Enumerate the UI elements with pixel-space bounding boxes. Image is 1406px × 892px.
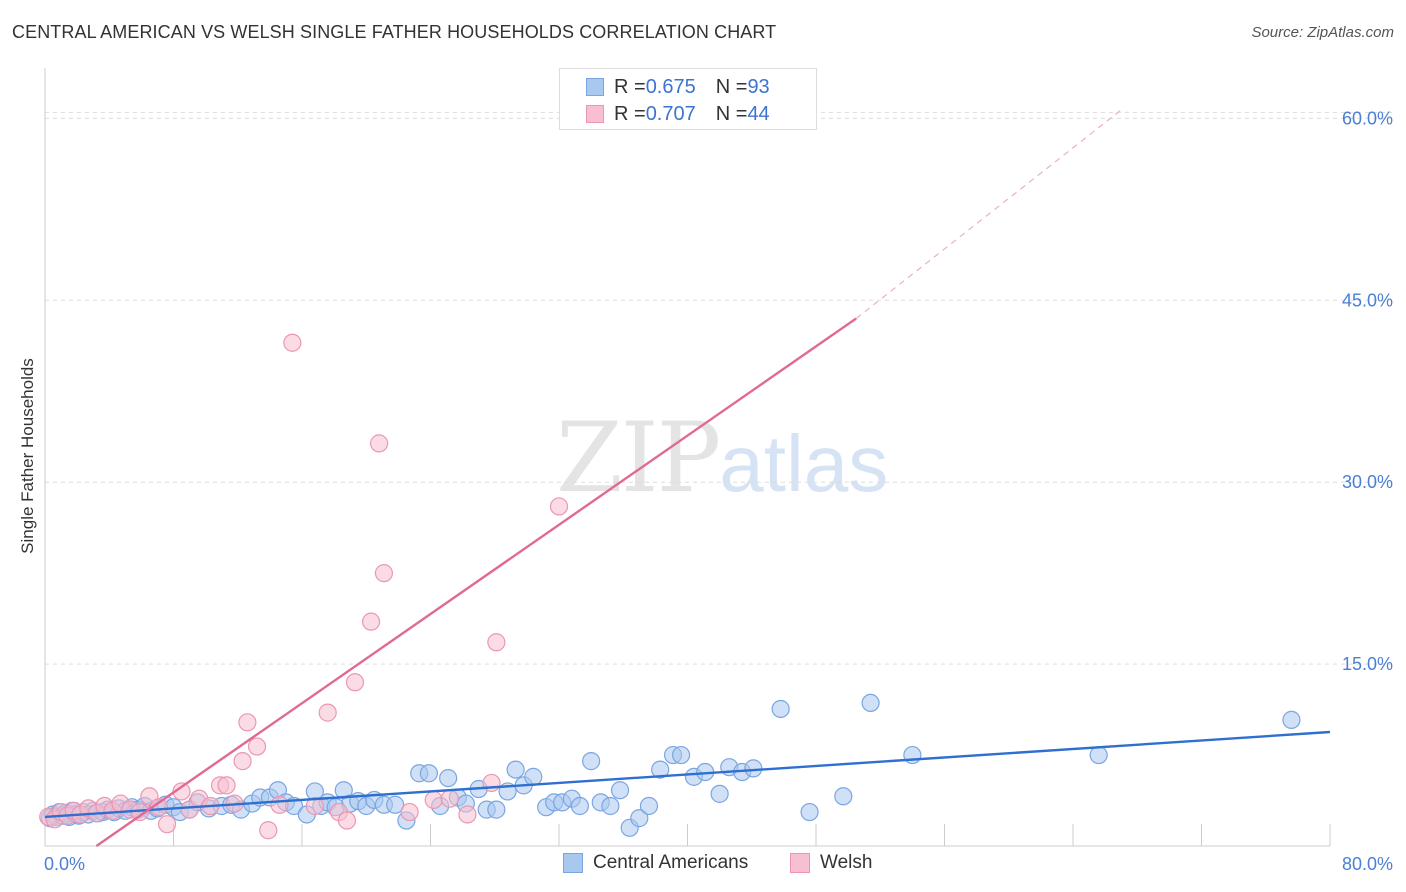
tick-labels: 15.0% 30.0% 45.0% 60.0% 0.0% 80.0%	[44, 108, 1393, 874]
y-tick-label: 15.0%	[1342, 654, 1393, 674]
welsh-point	[238, 713, 257, 732]
central-american-point	[771, 699, 790, 719]
legend-label: Welsh	[820, 852, 873, 873]
welsh-point	[424, 790, 443, 810]
central-american-point	[582, 752, 601, 771]
trend-extension-welsh	[855, 109, 1122, 319]
central-american-point	[610, 781, 630, 800]
central-american-point	[630, 809, 649, 828]
central-american-point	[601, 796, 620, 816]
y-tick-label: 30.0%	[1342, 472, 1393, 492]
welsh-point	[549, 497, 569, 516]
central-american-point	[419, 764, 438, 783]
central-american-point	[671, 745, 691, 765]
central-american-point	[570, 796, 589, 816]
central-american-point	[710, 784, 729, 803]
central-american-point	[834, 787, 853, 806]
welsh-point	[487, 633, 506, 652]
welsh-point	[157, 815, 177, 834]
axes	[44, 68, 1331, 847]
welsh-point	[345, 673, 365, 692]
trend-lines	[44, 109, 1331, 847]
central-american-point	[1089, 745, 1108, 765]
stats-legend: R = 0.675 N = 93 R = 0.707 N = 44	[559, 68, 817, 130]
central-american-point	[651, 760, 670, 779]
welsh-point	[370, 434, 389, 453]
welsh-point	[318, 703, 337, 722]
chart-title: CENTRAL AMERICAN VS WELSH SINGLE FATHER …	[12, 22, 777, 42]
welsh-point	[337, 811, 357, 830]
legend-item-central-americans[interactable]: Central Americans	[563, 852, 748, 874]
y-tick-label: 45.0%	[1342, 290, 1393, 310]
watermark: ZIPatlas	[556, 402, 888, 514]
welsh-point	[400, 802, 419, 822]
welsh-point	[270, 795, 289, 814]
central-american-point	[744, 759, 763, 778]
welsh-point	[305, 796, 324, 816]
welsh-point	[217, 776, 236, 795]
series-legend: Central Americans Welsh	[0, 852, 1406, 878]
data-points	[39, 333, 1301, 840]
legend-label: Central Americans	[593, 852, 749, 873]
x-tick-label: 0.0%	[44, 854, 85, 874]
trend-line-central-americans	[44, 730, 1331, 819]
legend-r-label: R =	[614, 75, 646, 98]
welsh-point	[259, 821, 278, 840]
central-american-point	[439, 768, 458, 788]
central-american-point	[524, 767, 543, 786]
central-american-point	[487, 800, 506, 819]
welsh-point	[283, 333, 302, 352]
legend-n-value: 44	[747, 102, 770, 125]
legend-n-label: N =	[715, 102, 748, 125]
welsh-point	[247, 737, 267, 756]
x-tick-label: 80.0%	[1342, 854, 1393, 874]
central-american-point	[639, 796, 659, 816]
legend-r-value: 0.675	[645, 75, 696, 98]
trend-line-welsh	[95, 317, 857, 847]
y-tick-label: 60.0%	[1342, 108, 1393, 128]
watermark-atlas: atlas	[719, 419, 889, 508]
welsh-point	[233, 752, 252, 771]
welsh-point	[440, 789, 459, 808]
central-american-point	[1282, 710, 1301, 729]
legend-r-value: 0.707	[645, 102, 696, 125]
legend-swatch-blue	[586, 78, 604, 96]
legend-swatch-blue	[563, 853, 583, 873]
legend-r-label: R =	[614, 102, 646, 125]
central-american-point	[506, 760, 525, 779]
legend-n-label: N =	[715, 75, 748, 98]
central-american-point	[386, 795, 405, 814]
legend-row-welsh: R = 0.707 N = 44	[586, 102, 770, 126]
welsh-point	[361, 612, 381, 631]
welsh-point	[374, 564, 394, 583]
legend-item-welsh[interactable]: Welsh	[790, 852, 872, 874]
welsh-point	[458, 805, 477, 824]
legend-n-value: 93	[747, 75, 770, 98]
source-label: Source: ZipAtlas.com	[1251, 24, 1394, 41]
legend-swatch-pink	[586, 105, 604, 123]
central-american-point	[800, 802, 819, 822]
grid-lines	[45, 111, 1392, 665]
watermark-zip: ZIP	[556, 402, 721, 514]
legend-row-central-americans: R = 0.675 N = 93	[586, 75, 770, 99]
legend-swatch-pink	[790, 853, 810, 873]
central-american-point	[861, 693, 880, 713]
